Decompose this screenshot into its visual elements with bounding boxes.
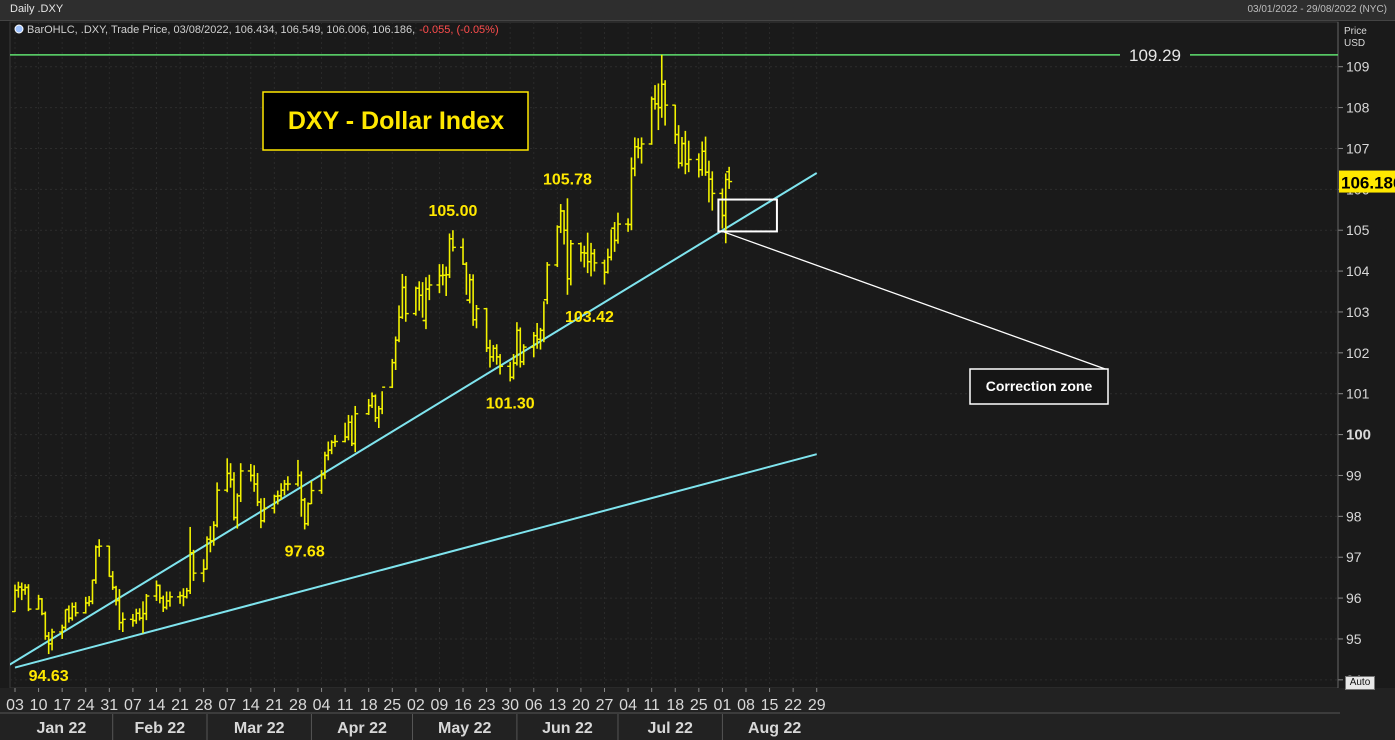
time-tick-label: 22 [784, 697, 802, 714]
time-tick-label: 04 [313, 697, 331, 714]
time-tick-label: 28 [195, 697, 213, 714]
date-range-label: 03/01/2022 - 29/08/2022 (NYC) [1247, 4, 1387, 15]
series-change: -0.055, (-0.05%) [419, 24, 498, 36]
time-tick-label: 01 [714, 697, 732, 714]
time-tick-label: 20 [572, 697, 590, 714]
time-tick-label: 06 [525, 697, 543, 714]
month-label: Apr 22 [337, 720, 387, 737]
price-annotation: 105.78 [543, 171, 592, 188]
price-annotation: 103.42 [565, 309, 614, 326]
price-tick-label: 100 [1346, 427, 1371, 444]
time-tick-label: 23 [478, 697, 496, 714]
time-tick-label: 10 [30, 697, 48, 714]
time-tick-label: 02 [407, 697, 425, 714]
month-label: Jan 22 [36, 720, 86, 737]
price-annotation: 94.63 [29, 668, 69, 685]
trendline [14, 453, 817, 669]
price-tick-label: 103 [1346, 304, 1370, 320]
callout-label: Correction zone [986, 378, 1093, 394]
month-label: Feb 22 [135, 720, 186, 737]
time-tick-label: 07 [124, 697, 142, 714]
price-tick-label: 104 [1346, 263, 1370, 279]
month-label: Jun 22 [542, 720, 593, 737]
price-tick-label: 108 [1346, 100, 1370, 116]
month-label: Mar 22 [234, 720, 285, 737]
month-label: Aug 22 [748, 720, 801, 737]
time-tick-label: 14 [148, 697, 166, 714]
month-label: May 22 [438, 720, 491, 737]
time-tick-label: 03 [6, 697, 24, 714]
time-tick-label: 27 [596, 697, 614, 714]
time-tick-label: 13 [548, 697, 566, 714]
price-tick-label: 107 [1346, 140, 1370, 156]
time-tick-label: 09 [431, 697, 449, 714]
time-tick-label: 17 [53, 697, 71, 714]
chart-window-title: Daily .DXY [10, 3, 64, 15]
time-tick-label: 08 [737, 697, 755, 714]
chart-title: DXY - Dollar Index [288, 107, 504, 135]
time-tick-label: 25 [690, 697, 708, 714]
price-tick-label: 95 [1346, 631, 1362, 647]
price-annotation: 97.68 [285, 543, 325, 560]
resistance-label-bg [1120, 44, 1190, 65]
callout-leader-line [722, 230, 1109, 371]
price-tick-label: 96 [1346, 590, 1362, 606]
time-tick-label: 07 [218, 697, 236, 714]
time-tick-label: 18 [666, 697, 684, 714]
price-annotation: 105.00 [428, 203, 477, 220]
time-tick-label: 29 [808, 697, 826, 714]
time-tick-label: 30 [501, 697, 519, 714]
time-tick-label: 11 [337, 697, 354, 714]
time-tick-label: 11 [643, 697, 660, 714]
chart-header-bar: Daily .DXY 03/01/2022 - 29/08/2022 (NYC) [0, 0, 1395, 21]
time-tick-label: 14 [242, 697, 260, 714]
time-tick-label: 18 [360, 697, 378, 714]
price-axis-unit: USD [1344, 38, 1365, 49]
last-price-label: 106.186 [1341, 174, 1395, 193]
trendline [10, 172, 818, 666]
plot-area [9, 21, 1339, 689]
time-axis-band [0, 688, 1395, 740]
auto-scale-button[interactable]: Auto [1345, 676, 1375, 690]
price-tick-label: 102 [1346, 345, 1370, 361]
price-tick-label: 98 [1346, 508, 1362, 524]
price-annotation: 101.30 [486, 395, 535, 412]
time-tick-label: 31 [100, 697, 118, 714]
price-tick-label: 109 [1346, 59, 1370, 75]
price-tick-label: 101 [1346, 386, 1370, 402]
time-tick-label: 21 [171, 697, 189, 714]
correction-zone-box [717, 198, 778, 233]
time-tick-label: 25 [383, 697, 401, 714]
eye-icon [14, 24, 24, 34]
time-tick-label: 15 [761, 697, 779, 714]
price-axis-header: Price [1344, 26, 1367, 37]
callout-box [969, 368, 1109, 405]
resistance-label: 109.29 [1129, 46, 1181, 65]
month-label: Jul 22 [648, 720, 693, 737]
time-tick-label: 24 [77, 697, 95, 714]
last-price-marker [1339, 170, 1395, 193]
price-tick-label: 99 [1346, 467, 1362, 483]
series-legend: BarOHLC, .DXY, Trade Price, 03/08/2022, … [27, 24, 415, 36]
time-tick-label: 04 [619, 697, 637, 714]
price-tick-label: 97 [1346, 549, 1362, 565]
price-tick-label: 105 [1346, 222, 1370, 238]
chart-title-box [262, 91, 529, 151]
time-tick-label: 21 [265, 697, 283, 714]
time-tick-label: 16 [454, 697, 472, 714]
time-tick-label: 28 [289, 697, 307, 714]
